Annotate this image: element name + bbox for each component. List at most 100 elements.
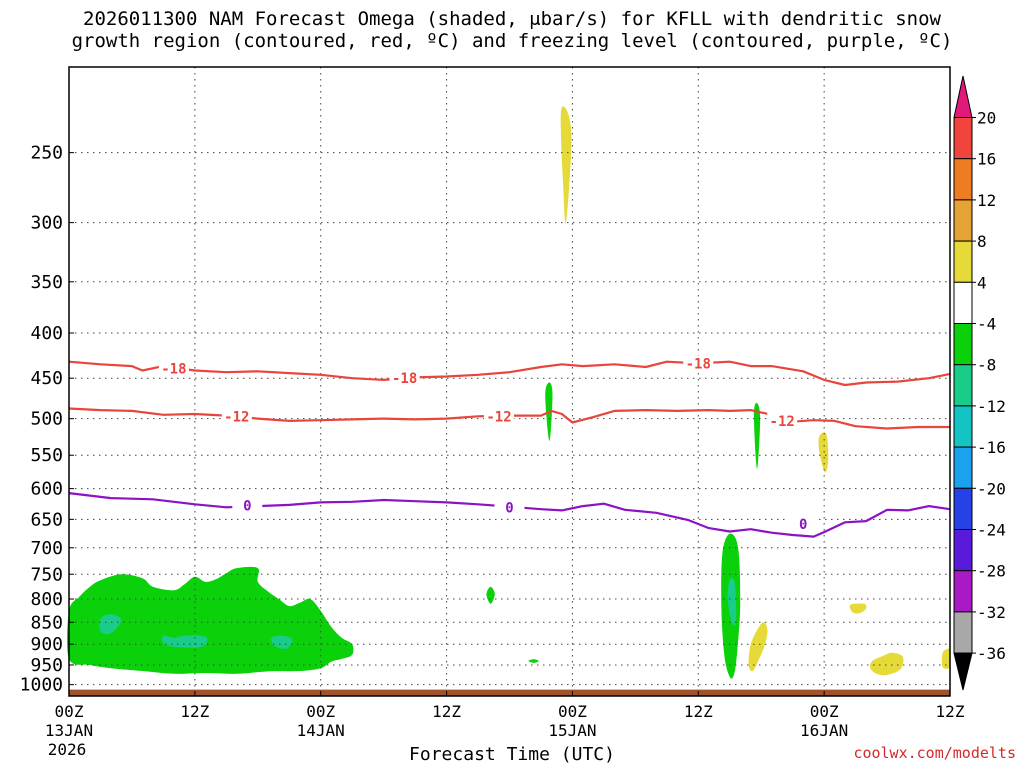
omega-region-4 <box>271 635 293 649</box>
x-tick-date-h72: 16JAN <box>800 721 848 740</box>
y-tick-label-500: 500 <box>30 409 63 430</box>
colorbar-label-8: -12 <box>977 397 1006 416</box>
y-tick-label-850: 850 <box>30 612 63 633</box>
credit-text[interactable]: coolwx.com/modelts <box>853 744 1016 762</box>
y-axis: 2503003504004505005506006507007508008509… <box>20 143 74 696</box>
colorbar: 20 16 12 8 4 -4 -8 -12 -16 -20 -24 -28 -32 -36 <box>953 75 1006 691</box>
contour-label-2-2: -12 <box>486 409 511 425</box>
x-tick-date-h48: 15JAN <box>548 721 596 740</box>
contour-label-bg <box>683 355 714 371</box>
colorbar-label-4: 8 <box>977 232 987 251</box>
x-tick-label-h24: 00Z <box>306 702 335 721</box>
y-tick-label-650: 650 <box>30 509 63 530</box>
contour-label-bg <box>767 412 798 428</box>
y-tick-label-600: 600 <box>30 479 63 500</box>
ground-strip <box>69 689 950 696</box>
x-tick-label-h36: 12Z <box>432 702 461 721</box>
x-tick-label-h60: 12Z <box>684 702 713 721</box>
colorbar-bin-8 <box>953 405 973 448</box>
colorbar-bin-11 <box>953 529 973 572</box>
colorbar-bin-9 <box>953 446 973 489</box>
plot-frame <box>68 66 951 697</box>
y-tick-label-900: 900 <box>30 634 63 655</box>
colorbar-bin-7 <box>953 364 973 407</box>
colorbar-label-11: -24 <box>977 521 1006 540</box>
colorbar-label-7: -8 <box>977 356 996 375</box>
contour-line-1 <box>68 360 951 387</box>
y-tick-label-950: 950 <box>30 655 63 676</box>
omega-region-13 <box>753 402 761 469</box>
y-tick-label-700: 700 <box>30 538 63 559</box>
contour-label-1-3: -18 <box>686 356 711 372</box>
colorbar-label-10: -20 <box>977 479 1006 498</box>
colorbar-label-14: -36 <box>977 644 1006 663</box>
y-tick-label-250: 250 <box>30 143 63 164</box>
colorbar-label-6: -4 <box>977 315 996 334</box>
colorbar-bin-10 <box>953 487 973 530</box>
x-axis-label: Forecast Time (UTC) <box>409 744 615 765</box>
contour-label-1-2: -18 <box>392 371 417 387</box>
y-tick-label-800: 800 <box>30 589 63 610</box>
contour-label-bg <box>484 408 515 424</box>
contour-layer: -18 -18 -18 -12 -12 -12 0 0 0 <box>68 355 951 538</box>
omega-region-8 <box>528 659 539 663</box>
x-tick-label-h0: 00Z <box>55 702 84 721</box>
y-tick-label-300: 300 <box>30 213 63 234</box>
colorbar-bin-5 <box>953 281 973 324</box>
x-tick-label-h48: 00Z <box>558 702 587 721</box>
omega-region-3 <box>162 635 208 648</box>
y-tick-label-400: 400 <box>30 323 63 344</box>
colorbar-label-2: 16 <box>977 150 996 169</box>
colorbar-bin-2 <box>953 158 973 201</box>
omega-region-16 <box>849 603 867 614</box>
x-tick-year: 2026 <box>48 740 87 759</box>
omega-region-10 <box>560 106 572 224</box>
y-tick-label-450: 450 <box>30 368 63 389</box>
colorbar-bin-1 <box>953 117 973 160</box>
colorbar-label-13: -32 <box>977 603 1006 622</box>
colorbar-top-arrow <box>953 75 973 118</box>
ground-layer <box>69 689 950 696</box>
omega-region-15 <box>818 432 829 473</box>
contour-label-3-3: 0 <box>799 517 807 533</box>
colorbar-label-3: 12 <box>977 191 996 210</box>
omega-region-12 <box>727 577 737 627</box>
contour-label-2-3: -12 <box>770 414 795 430</box>
y-tick-label-1000: 1000 <box>20 675 63 696</box>
x-tick-date-h24: 14JAN <box>297 721 345 740</box>
omega-region-17 <box>870 652 904 676</box>
omega-region-14 <box>748 622 768 672</box>
contour-label-2-1: -12 <box>224 409 249 425</box>
colorbar-bin-13 <box>953 611 973 654</box>
omega-region-6 <box>287 655 300 664</box>
contour-label-bg <box>389 370 420 386</box>
y-tick-label-750: 750 <box>30 564 63 585</box>
x-tick-label-h12: 12Z <box>180 702 209 721</box>
contour-label-bg <box>221 408 252 424</box>
omega-region-18 <box>941 648 951 669</box>
contour-label-3-2: 0 <box>505 500 513 516</box>
shading-layer <box>66 106 951 679</box>
contour-line-3 <box>68 492 951 538</box>
contour-label-1-1: -18 <box>161 362 186 378</box>
contour-label-bg <box>788 516 819 532</box>
y-tick-label-350: 350 <box>30 272 63 293</box>
contour-label-bg <box>494 499 525 515</box>
chart-title-line-1: 2026011300 NAM Forecast Omega (shaded, μ… <box>83 8 941 30</box>
colorbar-label-12: -28 <box>977 562 1006 581</box>
x-tick-label-h72: 00Z <box>810 702 839 721</box>
colorbar-bin-6 <box>953 323 973 366</box>
x-tick-date-h0: 13JAN <box>45 721 93 740</box>
colorbar-label-5: 4 <box>977 273 987 292</box>
colorbar-label-9: -16 <box>977 438 1006 457</box>
y-tick-label-550: 550 <box>30 445 63 466</box>
contour-label-bg <box>232 497 263 513</box>
x-tick-label-h84: 12Z <box>936 702 965 721</box>
contour-label-3-1: 0 <box>243 499 251 515</box>
colorbar-label-1: 20 <box>977 109 996 128</box>
omega-region-2 <box>99 614 122 635</box>
omega-region-5 <box>302 649 325 660</box>
colorbar-bin-4 <box>953 240 973 283</box>
